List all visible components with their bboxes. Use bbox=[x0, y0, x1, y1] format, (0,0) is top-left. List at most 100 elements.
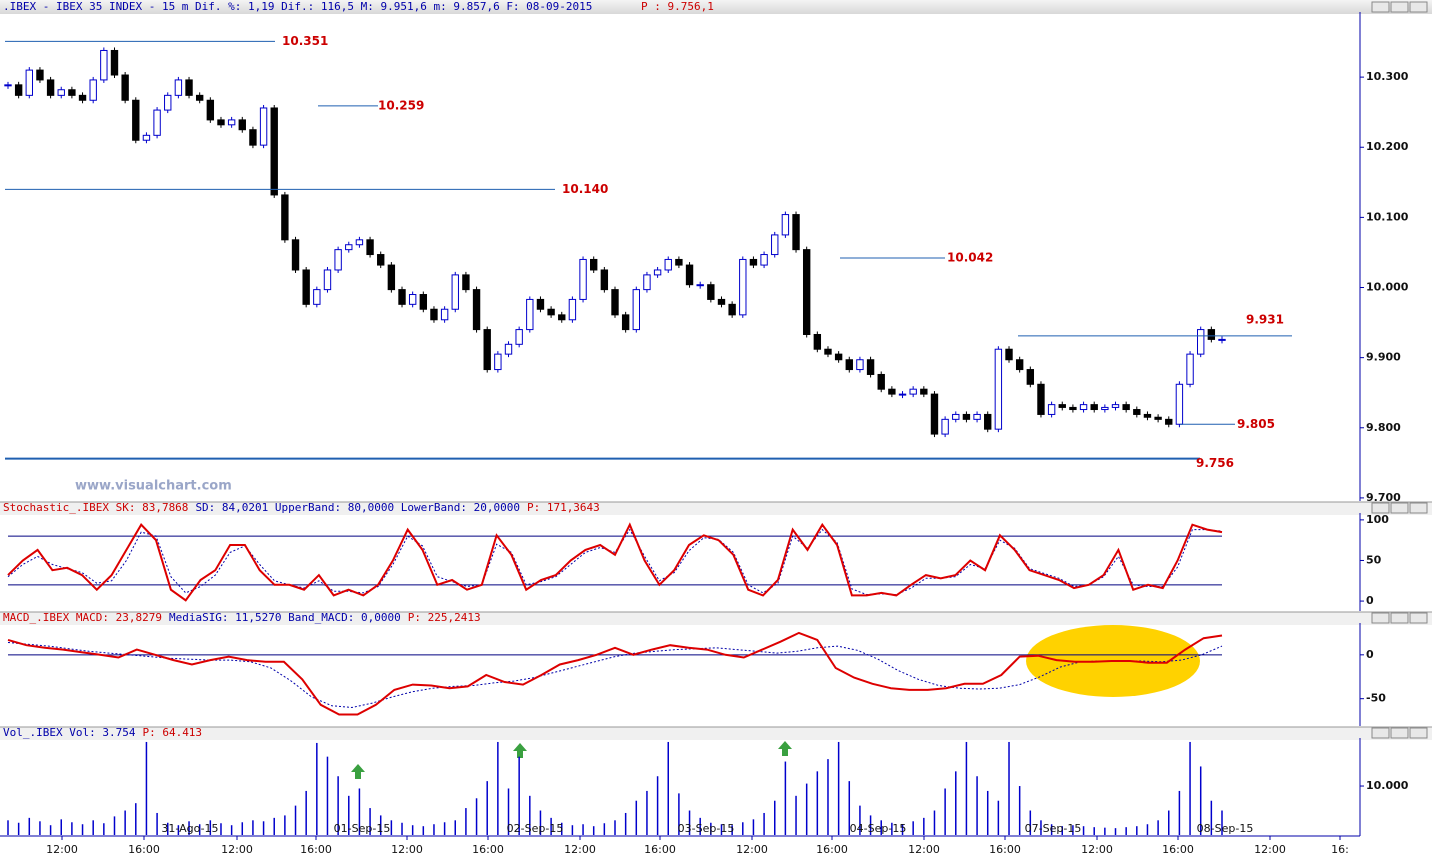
candle bbox=[1175, 383, 1184, 425]
x-tick-label: 16:00 bbox=[1162, 843, 1194, 856]
candle bbox=[600, 269, 609, 291]
candle bbox=[909, 388, 917, 395]
candle bbox=[419, 294, 428, 310]
candle bbox=[57, 89, 65, 96]
x-tick-label: 16:00 bbox=[816, 843, 848, 856]
window-button bbox=[1371, 502, 1390, 514]
candle bbox=[281, 194, 289, 241]
y-tick-label: 100 bbox=[1366, 513, 1389, 526]
candle bbox=[451, 274, 459, 310]
x-tick-label: 16:00 bbox=[300, 843, 332, 856]
candle bbox=[994, 348, 1003, 430]
candle bbox=[1133, 409, 1141, 415]
candle bbox=[611, 289, 619, 316]
candle bbox=[547, 308, 555, 316]
panel-header-bar bbox=[0, 727, 1432, 740]
panel-header: Stochastic_.IBEX SK: 83,7868 bbox=[3, 501, 188, 514]
candle bbox=[984, 413, 992, 430]
y-tick-label: 10.000 bbox=[1366, 281, 1409, 294]
candle bbox=[1047, 404, 1056, 415]
candle bbox=[249, 129, 257, 146]
candle bbox=[515, 329, 523, 345]
candle bbox=[78, 94, 87, 101]
x-tick-label: 16: bbox=[1331, 843, 1349, 856]
candle bbox=[877, 373, 885, 390]
candle bbox=[217, 119, 225, 126]
candle bbox=[1069, 406, 1077, 411]
candle bbox=[1207, 329, 1216, 340]
candle bbox=[132, 99, 140, 141]
candle bbox=[632, 289, 640, 331]
title-bar bbox=[0, 0, 1432, 14]
chart-title: .IBEX - IBEX 35 INDEX - 15 m Dif. %: 1,1… bbox=[3, 0, 592, 13]
panel-header: MediaSIG: 11,5270 Band_MACD: 0,0000 bbox=[169, 611, 401, 624]
candle bbox=[590, 258, 598, 271]
x-tick-label: 12:00 bbox=[564, 843, 596, 856]
level-label: 10.351 bbox=[282, 34, 328, 48]
window-button bbox=[1390, 612, 1409, 624]
candle bbox=[377, 254, 385, 266]
candle bbox=[813, 333, 822, 350]
x-tick-label: 12:00 bbox=[1081, 843, 1113, 856]
level-label: 9.756 bbox=[1196, 456, 1234, 470]
window-button bbox=[1390, 502, 1409, 514]
panel-header-bar bbox=[0, 612, 1432, 625]
date-label: 01-Sep-15 bbox=[334, 822, 391, 835]
candle bbox=[1165, 418, 1173, 425]
y-tick-label: 10.000 bbox=[1366, 779, 1409, 792]
candle bbox=[291, 239, 300, 271]
window-button bbox=[1371, 612, 1390, 624]
series-line bbox=[7, 642, 1223, 709]
candle bbox=[1026, 369, 1035, 385]
arrows bbox=[351, 741, 792, 779]
panel-header: SD: 84,0201 UpperBand: 80,0000 LowerBand… bbox=[195, 501, 520, 514]
date-label: 03-Sep-15 bbox=[678, 822, 735, 835]
candle bbox=[792, 214, 800, 251]
level-label: 10.042 bbox=[947, 251, 993, 265]
candle bbox=[185, 79, 193, 96]
y-tick-label: 10.200 bbox=[1366, 140, 1409, 153]
candle bbox=[771, 234, 779, 256]
date-label: 04-Sep-15 bbox=[850, 822, 907, 835]
panel-header: MACD_.IBEX MACD: 23,8279 bbox=[3, 611, 162, 624]
candle bbox=[68, 89, 76, 96]
y-tick-label: 50 bbox=[1366, 553, 1382, 566]
x-tick-label: 12:00 bbox=[391, 843, 423, 856]
x-tick-label: 12:00 bbox=[46, 843, 78, 856]
candle bbox=[579, 258, 587, 300]
candle bbox=[174, 79, 183, 96]
candle bbox=[973, 413, 981, 420]
candle bbox=[558, 314, 566, 321]
candle bbox=[866, 359, 875, 375]
candle bbox=[153, 109, 161, 136]
candle bbox=[1090, 404, 1098, 411]
series-line bbox=[7, 631, 1223, 716]
candle bbox=[952, 413, 960, 420]
candle bbox=[1005, 348, 1013, 361]
y-tick-label: 9.700 bbox=[1366, 491, 1401, 504]
window-button bbox=[1409, 1, 1428, 13]
candle bbox=[1197, 329, 1205, 355]
candle bbox=[366, 239, 374, 256]
level-label: 10.140 bbox=[562, 182, 608, 196]
candle bbox=[1186, 353, 1194, 385]
window-button bbox=[1390, 727, 1409, 739]
candle bbox=[824, 348, 832, 355]
candle bbox=[164, 94, 172, 111]
candle bbox=[760, 254, 768, 266]
candle bbox=[334, 249, 342, 271]
candle bbox=[653, 269, 662, 276]
candle bbox=[526, 298, 534, 331]
window-button bbox=[1409, 502, 1428, 514]
candle bbox=[941, 418, 949, 435]
x-tick-label: 12:00 bbox=[736, 843, 768, 856]
candle bbox=[270, 107, 278, 196]
up-arrow bbox=[351, 764, 365, 779]
candle bbox=[355, 239, 364, 246]
candle bbox=[717, 298, 726, 305]
candle bbox=[1111, 404, 1120, 408]
y-tick-label: 10.300 bbox=[1366, 70, 1409, 83]
date-label: 02-Sep-15 bbox=[507, 822, 564, 835]
x-tick-label: 16:00 bbox=[644, 843, 676, 856]
